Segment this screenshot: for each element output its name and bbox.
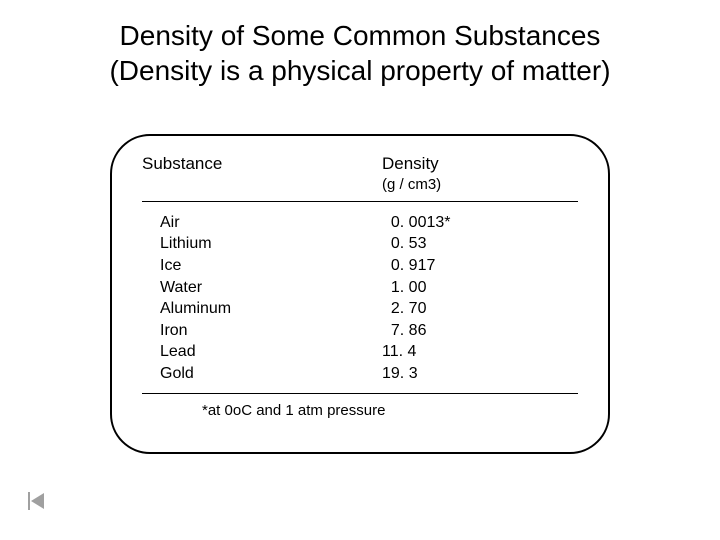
table-row: Air 0. 0013* (160, 212, 578, 234)
header-substance: Substance (142, 154, 382, 195)
header-density-label: Density (382, 154, 439, 173)
table-row: Aluminum 2. 70 (160, 298, 578, 320)
table-header-row: Substance Density (g / cm3) (142, 154, 578, 195)
cell-density: 0. 53 (382, 233, 578, 255)
table-row: Water 1. 00 (160, 277, 578, 299)
cell-substance: Air (160, 212, 382, 234)
cell-substance: Ice (160, 255, 382, 277)
table-row: Lithium 0. 53 (160, 233, 578, 255)
cell-substance: Lead (160, 341, 382, 363)
cell-substance: Aluminum (160, 298, 382, 320)
header-density-units: (g / cm3) (382, 176, 441, 193)
header-density: Density (g / cm3) (382, 154, 578, 195)
cell-density: 0. 0013* (382, 212, 578, 234)
cell-density: 2. 70 (382, 298, 578, 320)
cell-substance: Iron (160, 320, 382, 342)
page-title: Density of Some Common Substances (Densi… (0, 0, 720, 88)
header-divider (142, 201, 578, 202)
cell-density: 1. 00 (382, 277, 578, 299)
cell-density: 7. 86 (382, 320, 578, 342)
table-footnote: *at 0oC and 1 atm pressure (142, 402, 578, 419)
cell-density: 11. 4 (382, 341, 578, 363)
cell-substance: Gold (160, 363, 382, 385)
table-row: Lead 11. 4 (160, 341, 578, 363)
cell-substance: Lithium (160, 233, 382, 255)
title-line-1: Density of Some Common Substances (0, 18, 720, 53)
table-row: Ice 0. 917 (160, 255, 578, 277)
density-table: Substance Density (g / cm3) Air 0. 0013*… (110, 134, 610, 454)
cell-density: 19. 3 (382, 363, 578, 385)
previous-slide-icon[interactable] (28, 492, 48, 510)
cell-density: 0. 917 (382, 255, 578, 277)
cell-substance: Water (160, 277, 382, 299)
table-row: Gold 19. 3 (160, 363, 578, 385)
table-row: Iron 7. 86 (160, 320, 578, 342)
table-body: Air 0. 0013* Lithium 0. 53 Ice 0. 917 Wa… (142, 212, 578, 385)
footer-divider (142, 393, 578, 394)
title-line-2: (Density is a physical property of matte… (0, 53, 720, 88)
